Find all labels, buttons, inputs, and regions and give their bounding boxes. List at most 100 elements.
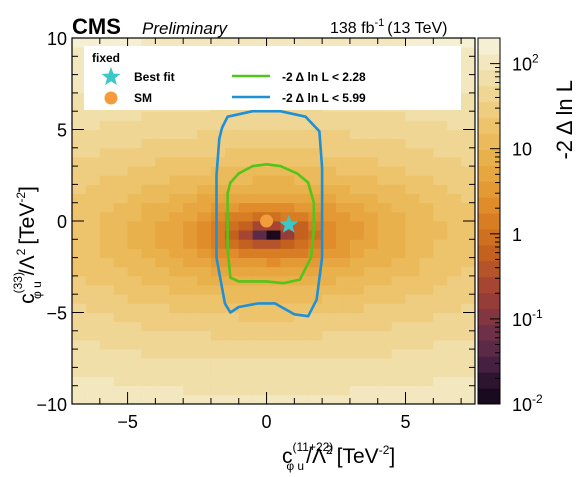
heatmap-cell — [127, 38, 142, 48]
heatmap-cell — [169, 111, 184, 121]
heatmap-cell — [113, 211, 128, 222]
heatmap-cell — [461, 285, 476, 295]
heatmap-cell — [72, 38, 87, 48]
heatmap-cell — [141, 221, 156, 231]
heatmap-cell — [363, 275, 379, 286]
heatmap-cell — [461, 111, 476, 121]
heatmap-cell — [363, 211, 379, 222]
heatmap-cell — [169, 138, 184, 149]
heatmap-cell — [183, 257, 198, 268]
heatmap-cell — [183, 184, 198, 194]
heatmap-cell — [349, 349, 365, 359]
heatmap-cell — [210, 129, 226, 140]
heatmap-cell — [391, 394, 406, 405]
heatmap-cell — [238, 175, 254, 185]
heatmap-cell — [266, 266, 281, 277]
heatmap-cell — [238, 367, 254, 377]
heatmap-cell — [419, 211, 434, 222]
heatmap-cell — [308, 339, 323, 350]
heatmap-cell — [72, 65, 87, 75]
heatmap-cell — [308, 138, 323, 149]
heatmap-cell — [294, 202, 309, 213]
heatmap-cell — [405, 349, 420, 359]
heatmap-cell — [113, 230, 128, 240]
heatmap-cell — [113, 193, 128, 204]
heatmap-cell — [322, 230, 337, 240]
heatmap-cell — [85, 111, 101, 121]
heatmap-cell — [419, 367, 434, 377]
heatmap-cell — [252, 111, 267, 121]
heatmap-cell — [322, 138, 337, 149]
heatmap-cell — [377, 266, 393, 277]
heatmap-cell — [294, 156, 309, 167]
heatmap-cell — [127, 367, 142, 377]
heatmap-cell — [266, 230, 281, 240]
heatmap-cell — [419, 266, 434, 277]
heatmap-cell — [308, 193, 323, 204]
heatmap-cell — [155, 211, 170, 222]
heatmap-cell — [85, 294, 101, 304]
heatmap-cell — [405, 193, 420, 204]
heatmap-cell — [224, 367, 240, 377]
heatmap-cell — [155, 376, 170, 387]
contour-68-line — [226, 163, 316, 285]
color-bar-bin — [478, 133, 500, 150]
heatmap-cell — [336, 349, 351, 359]
z-axis-label: -2 Δ ln L — [552, 80, 577, 160]
heatmap-cell — [169, 358, 184, 368]
heatmap-cell — [72, 385, 87, 396]
heatmap-cell — [447, 339, 462, 350]
heatmap-cell — [336, 175, 351, 185]
heatmap-cell — [336, 202, 351, 213]
heatmap-cell — [127, 239, 142, 249]
heatmap-cell — [224, 184, 240, 194]
x-tick-label: −5 — [117, 412, 138, 432]
heatmap-cell — [266, 385, 281, 396]
heatmap-cell — [224, 330, 240, 341]
heatmap-cell — [155, 129, 170, 140]
heatmap-cell — [127, 147, 142, 158]
heatmap-cell — [127, 275, 142, 286]
heatmap-cell — [127, 285, 142, 295]
heatmap-cell — [308, 321, 323, 332]
heatmap-cell — [377, 312, 393, 323]
heatmap-cell — [405, 275, 420, 286]
heatmap-cell — [405, 339, 420, 350]
heatmap-cell — [419, 257, 434, 268]
heatmap-cell — [210, 239, 226, 249]
heatmap-cell — [363, 156, 379, 167]
heatmap-cell — [294, 175, 309, 185]
heatmap-cell — [183, 275, 198, 286]
heatmap-cell — [336, 230, 351, 240]
heatmap-cell — [169, 230, 184, 240]
heatmap-cell — [141, 184, 156, 194]
heatmap-cell — [336, 303, 351, 313]
heatmap-cell — [433, 266, 448, 277]
heatmap-cell — [461, 257, 476, 268]
heatmap-cell — [72, 147, 87, 158]
heatmap-cell — [391, 230, 406, 240]
heatmap-cell — [391, 248, 406, 258]
heatmap-cell — [349, 330, 365, 341]
heatmap-cell — [183, 202, 198, 213]
heatmap-cell — [336, 120, 351, 130]
heatmap-cell — [210, 184, 226, 194]
heatmap-cell — [238, 184, 254, 194]
heatmap-cell — [308, 330, 323, 341]
heatmap-cell — [155, 394, 170, 405]
heatmap-cell — [447, 184, 462, 194]
heatmap-cell — [349, 129, 365, 140]
heatmap-cell — [252, 211, 267, 222]
heatmap-cell — [266, 202, 281, 213]
heatmap-cell — [169, 175, 184, 185]
y-tick-label: 10 — [47, 29, 67, 49]
heatmap-cell — [141, 349, 156, 359]
heatmap-cell — [155, 184, 170, 194]
heatmap-cell — [280, 193, 295, 204]
heatmap-cell — [113, 321, 128, 332]
color-bar-bin — [478, 228, 500, 246]
heatmap-cell — [447, 138, 462, 149]
heatmap-cell — [238, 385, 254, 396]
heatmap-cell — [197, 38, 212, 48]
heatmap-cell — [113, 120, 128, 130]
